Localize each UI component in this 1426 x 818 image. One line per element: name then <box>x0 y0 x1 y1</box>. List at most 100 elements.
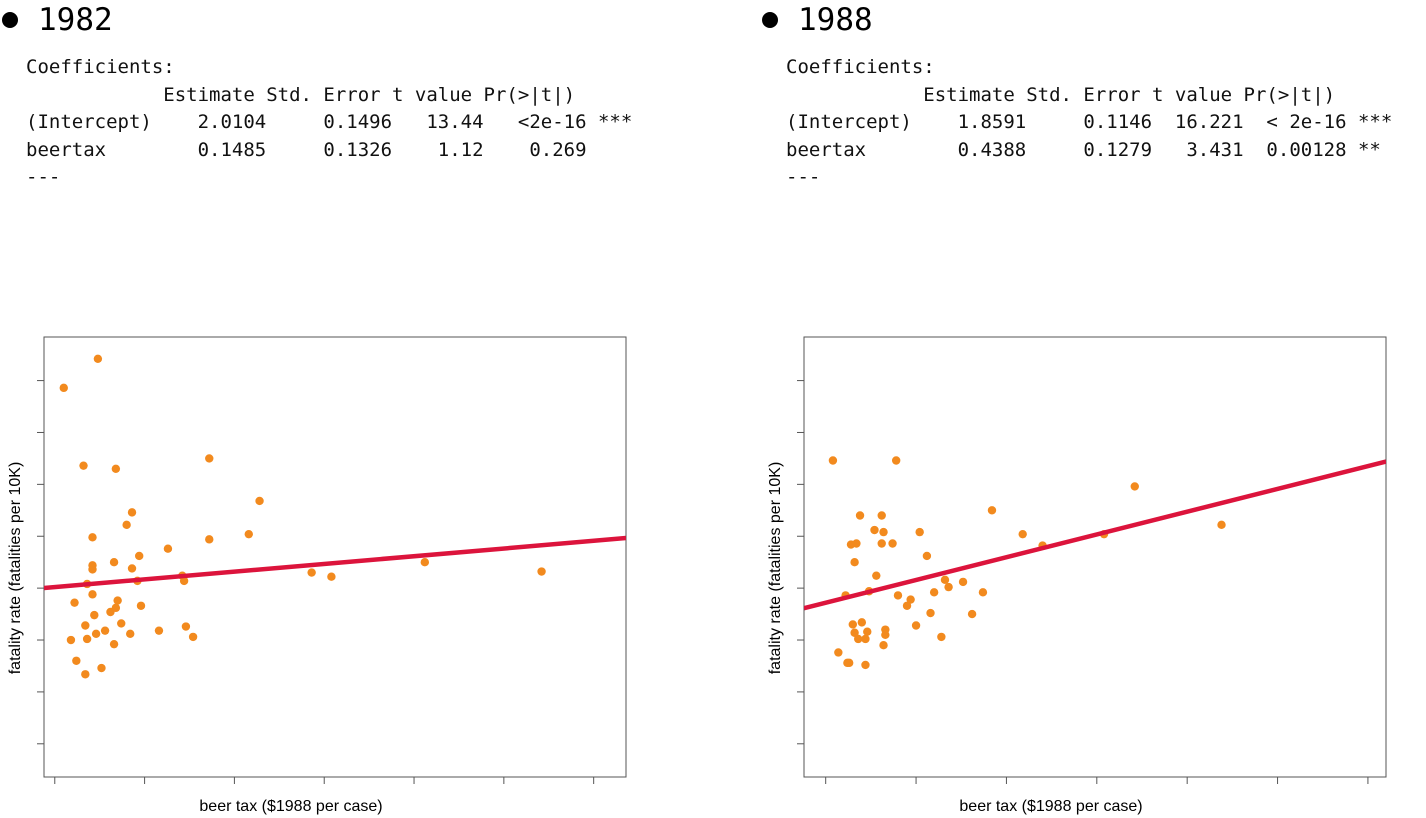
coef-line: --- <box>26 166 61 188</box>
data-point <box>117 619 126 628</box>
data-point <box>97 663 106 673</box>
data-point <box>1217 520 1226 530</box>
data-point <box>88 565 97 574</box>
panel-1982: 1982 Coefficients: Estimate Std. Error t… <box>0 0 700 818</box>
data-point <box>109 557 119 567</box>
data-point <box>855 511 865 520</box>
data-point <box>127 564 137 573</box>
data-point <box>1018 529 1027 539</box>
panel-1988: 1988 Coefficients: Estimate Std. Error t… <box>760 0 1426 818</box>
data-point <box>902 601 912 610</box>
data-point <box>93 354 103 363</box>
data-point <box>967 609 977 619</box>
data-point <box>891 456 901 465</box>
data-point <box>844 658 854 668</box>
data-point <box>420 557 430 567</box>
data-point <box>106 607 115 617</box>
data-point <box>537 567 546 576</box>
data-point <box>863 627 872 636</box>
coef-line: (Intercept) 2.0104 0.1496 13.44 <2e-16 *… <box>26 111 633 133</box>
data-point <box>854 634 863 644</box>
data-points <box>59 354 546 679</box>
data-point <box>307 568 316 577</box>
data-point <box>940 575 950 585</box>
data-point <box>127 508 137 517</box>
data-point <box>181 622 191 631</box>
coef-line: --- <box>786 166 821 188</box>
bullet-icon <box>2 12 18 28</box>
data-point <box>205 535 214 544</box>
data-points <box>828 456 1226 670</box>
data-point <box>244 529 253 539</box>
data-point <box>81 670 90 679</box>
x-axis-label: beer tax ($1988 per case) <box>959 798 1142 815</box>
data-point <box>877 539 886 548</box>
coefficients-table: Coefficients: Estimate Std. Error t valu… <box>786 54 1392 192</box>
regression-line <box>44 535 626 591</box>
scatter-plot-1988: beer tax ($1988 per case) fatality rate (… <box>767 336 1387 815</box>
plot-frame <box>43 336 627 778</box>
coef-line: (Intercept) 1.8591 0.1146 16.221 < 2e-16… <box>786 111 1393 133</box>
data-point <box>915 527 924 537</box>
data-point <box>163 544 173 553</box>
coef-line: Coefficients: <box>26 56 175 78</box>
data-point <box>205 454 214 463</box>
data-point <box>828 456 838 465</box>
data-point <box>834 648 843 657</box>
coef-line: Estimate Std. Error t value Pr(>|t|) <box>786 83 1336 106</box>
data-point <box>154 626 164 635</box>
data-point <box>111 464 121 473</box>
plot-frame <box>803 336 1387 778</box>
data-point <box>929 588 939 597</box>
data-point <box>850 628 859 637</box>
data-point <box>90 610 99 620</box>
data-point <box>861 634 870 644</box>
data-point <box>911 621 921 630</box>
coef-line: beertax 0.1485 0.1326 1.12 0.269 <box>26 138 587 161</box>
data-point <box>987 506 997 515</box>
scatter-plot-1982: beer tax ($1988 per case) fatality rate (… <box>7 336 627 815</box>
year-heading: 1988 <box>760 0 873 40</box>
data-point <box>91 629 101 638</box>
data-point <box>81 621 90 630</box>
y-axis-label: fatality rate (fatalities per 10K) <box>7 462 24 675</box>
coef-line: beertax 0.4388 0.1279 3.431 0.00128 ** <box>786 138 1381 161</box>
data-point <box>82 634 92 644</box>
data-point <box>327 572 336 581</box>
data-point <box>122 520 131 530</box>
data-point <box>870 525 879 535</box>
year-label: 1988 <box>798 2 873 38</box>
data-point <box>978 588 988 597</box>
data-point <box>937 632 946 642</box>
data-point <box>877 511 886 520</box>
regression-line <box>804 459 1386 611</box>
data-point <box>59 383 68 393</box>
data-point <box>879 527 888 537</box>
data-point <box>179 576 189 586</box>
year-heading: 1982 <box>0 0 113 40</box>
data-point <box>1130 482 1139 491</box>
data-point <box>126 629 135 638</box>
data-point <box>88 533 97 542</box>
data-point <box>135 551 144 561</box>
data-point <box>852 539 861 548</box>
data-point <box>136 601 146 610</box>
year-label: 1982 <box>38 2 113 38</box>
data-point <box>255 496 264 506</box>
data-point <box>72 656 81 665</box>
data-point <box>861 660 870 670</box>
data-point <box>906 595 915 604</box>
data-point <box>66 635 76 645</box>
data-point <box>113 596 122 605</box>
coefficients-table: Coefficients: Estimate Std. Error t valu… <box>26 54 632 192</box>
y-axis-label: fatality rate (fatalities per 10K) <box>767 462 784 675</box>
data-point <box>850 557 859 567</box>
data-point <box>857 618 867 627</box>
data-point <box>879 641 888 650</box>
data-point <box>70 598 79 607</box>
data-point <box>188 632 198 642</box>
data-point <box>88 590 97 599</box>
data-point <box>893 591 903 600</box>
data-point <box>848 620 858 629</box>
data-point <box>926 608 935 618</box>
